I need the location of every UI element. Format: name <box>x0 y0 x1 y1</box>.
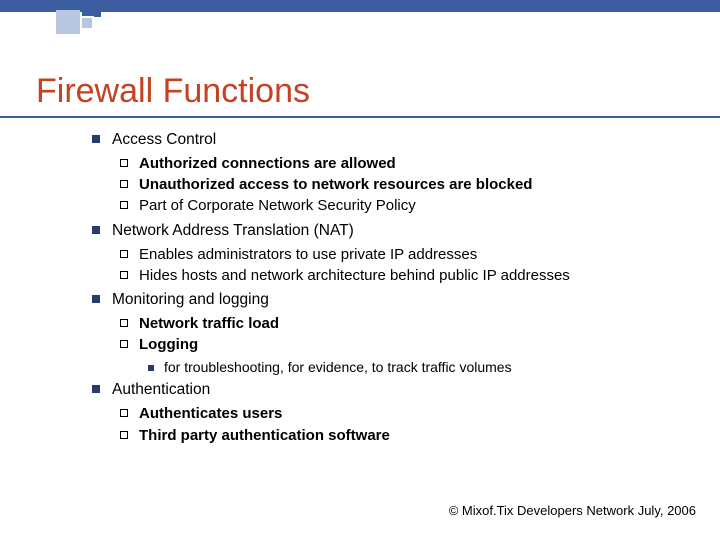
bullet-hollow-icon <box>120 319 128 327</box>
list-item-l2-label: Network traffic load <box>139 315 279 332</box>
bullet-square-icon <box>92 295 100 303</box>
list-item-l1: Access Control <box>92 130 692 151</box>
list-l2-group: Network traffic load Logging for troublesh… <box>120 314 692 376</box>
list-item-l3: for troubleshooting, for evidence, to tr… <box>148 358 692 377</box>
footer-copyright: © Mixof.Tix Developers Network July, 200… <box>449 503 696 518</box>
bullet-hollow-icon <box>120 201 128 209</box>
list-item-l2: Part of Corporate Network Security Polic… <box>120 196 692 216</box>
bullet-square-icon <box>92 385 100 393</box>
list-l3-group: for troubleshooting, for evidence, to tr… <box>148 358 692 377</box>
list-item-l2-label: Enables administrators to use private IP… <box>139 246 477 263</box>
list-item-l3-label: for troubleshooting, for evidence, to tr… <box>164 359 512 375</box>
list-l2-group: Enables administrators to use private IP… <box>120 245 692 287</box>
list-item-l1: Authentication <box>92 380 692 401</box>
bullet-hollow-icon <box>120 159 128 167</box>
bullet-hollow-icon <box>120 180 128 188</box>
list-item-l2-label: Authenticates users <box>139 405 282 422</box>
bullet-hollow-icon <box>120 409 128 417</box>
list-item-l2-label: Third party authentication software <box>139 427 390 444</box>
bullet-square-icon <box>92 135 100 143</box>
bullet-hollow-icon <box>120 271 128 279</box>
header-square-4 <box>94 10 101 17</box>
bullet-small-icon <box>148 365 154 371</box>
list-item-l1-label: Monitoring and logging <box>112 291 269 308</box>
header-square-3 <box>82 18 92 28</box>
list-item-l2-label: Hides hosts and network architecture beh… <box>139 267 570 284</box>
bullet-square-icon <box>92 226 100 234</box>
list-item-l2: Third party authentication software <box>120 426 692 446</box>
list-item-l2-label: Logging <box>139 336 198 353</box>
list-l2-group: Authenticates users Third party authentic… <box>120 404 692 446</box>
list-item-l2-label: Authorized connections are allowed <box>139 155 396 172</box>
title-underline <box>0 116 720 118</box>
list-item-l2: Logging <box>120 335 692 355</box>
slide-title: Firewall Functions <box>36 72 310 111</box>
list-item-l1-label: Access Control <box>112 131 216 148</box>
list-item-l1-label: Authentication <box>112 381 210 398</box>
list-item-l1: Monitoring and logging <box>92 290 692 311</box>
list-item-l2: Enables administrators to use private IP… <box>120 245 692 265</box>
list-item-l2: Network traffic load <box>120 314 692 334</box>
list-item-l2: Unauthorized access to network resources… <box>120 175 692 195</box>
slide: { "colors": { "accent": "#3b5da0", "acce… <box>0 0 720 540</box>
list-item-l2: Hides hosts and network architecture beh… <box>120 266 692 286</box>
list-item-l1-label: Network Address Translation (NAT) <box>112 222 354 239</box>
list-item-l1: Network Address Translation (NAT) <box>92 221 692 242</box>
bullet-hollow-icon <box>120 431 128 439</box>
header-bar <box>0 0 720 12</box>
bullet-hollow-icon <box>120 340 128 348</box>
list-item-l2-label: Part of Corporate Network Security Polic… <box>139 197 416 214</box>
list-item-l2-label: Unauthorized access to network resources… <box>139 176 532 193</box>
bullet-hollow-icon <box>120 250 128 258</box>
bullet-list: Access Control Authorized connections are… <box>92 128 692 450</box>
list-l2-group: Authorized connections are allowed Unauth… <box>120 154 692 217</box>
list-item-l2: Authenticates users <box>120 404 692 424</box>
header-square-1 <box>56 10 80 34</box>
list-item-l2: Authorized connections are allowed <box>120 154 692 174</box>
